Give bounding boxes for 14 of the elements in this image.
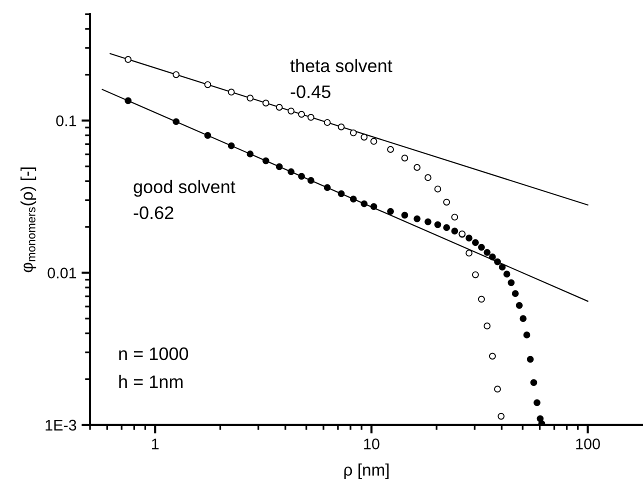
y-tick-label: 1E-3 xyxy=(46,420,76,431)
x-tick-label: 1 xyxy=(152,438,159,450)
x-tick-label: 10 xyxy=(364,438,380,450)
x-tick-label: 100 xyxy=(576,438,600,450)
annotation: n = 1000 xyxy=(119,347,188,360)
x-axis-title: ρ [nm] xyxy=(344,463,389,480)
annotation: -0.45 xyxy=(290,85,330,98)
annotation: h = 1nm xyxy=(119,374,183,388)
annotation: good solvent xyxy=(134,180,236,197)
y-tick-label: 0.1 xyxy=(56,115,76,126)
y-axis-title: φ$_{monomers}$(ρ) [-] xyxy=(20,168,36,272)
annotation: -0.62 xyxy=(134,206,174,220)
y-tick-label: 0.01 xyxy=(48,268,76,278)
annotation: theta solvent xyxy=(290,58,392,72)
